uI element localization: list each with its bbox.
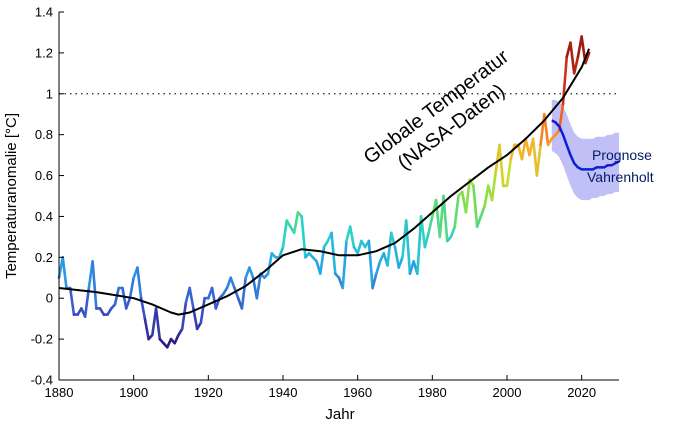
anomaly-segment	[427, 215, 434, 235]
anomaly-segment	[281, 219, 289, 249]
plot-layer	[57, 35, 620, 349]
y-tick-label: -0.4	[31, 373, 53, 388]
anomaly-segment	[61, 256, 68, 290]
anomaly-segment	[423, 231, 430, 249]
anomaly-segment	[397, 256, 404, 269]
anomaly-segment	[248, 266, 255, 280]
x-tick-label: 1880	[45, 385, 74, 400]
anomaly-segment	[68, 286, 76, 316]
anomaly-segment	[348, 225, 356, 249]
anomaly-segment	[180, 301, 188, 331]
anomaly-segment	[386, 231, 393, 267]
anomaly-segment	[300, 215, 307, 259]
anomaly-segment	[505, 157, 513, 188]
anomaly-segment	[229, 276, 236, 290]
anomaly-segment	[375, 260, 382, 275]
anomaly-segment	[535, 143, 542, 177]
anomaly-segment	[483, 184, 490, 208]
x-axis-label: Jahr	[325, 406, 354, 423]
y-tick-label: -0.2	[31, 332, 53, 347]
anomaly-segment	[277, 245, 285, 259]
x-tick-label: 1980	[418, 385, 447, 400]
forecast-label-line2: Vahrenholt	[587, 169, 654, 185]
anomaly-segment	[173, 333, 180, 345]
anomaly-segment	[192, 307, 199, 331]
anomaly-segment	[464, 178, 471, 214]
anomaly-segment	[498, 143, 505, 188]
anomaly-segment	[442, 194, 449, 243]
anomaly-segment	[393, 245, 401, 269]
y-tick-label: 0.6	[35, 168, 53, 183]
x-tick-label: 1940	[269, 385, 298, 400]
y-tick-label: 0.4	[35, 209, 53, 224]
anomaly-segment	[520, 137, 527, 161]
axes: -0.4 -0.2 0 0.2 0.4 0.6 0.8 1 1.2 1.4 1880 1900 1920…	[31, 5, 619, 400]
x-tick-label: 1920	[194, 385, 223, 400]
anomaly-segment	[143, 317, 150, 341]
x-tick-label: 2020	[567, 385, 596, 400]
anomaly-segment	[572, 55, 580, 75]
anomaly-segment	[124, 296, 132, 310]
anomaly-segment	[569, 41, 576, 75]
anomaly-segment	[389, 231, 397, 249]
y-tick-label: 1	[46, 86, 53, 101]
anomaly-segment	[356, 239, 363, 255]
anomaly-segment	[416, 215, 423, 275]
anomaly-segment	[371, 272, 378, 290]
y-tick-label: 0	[46, 291, 53, 306]
forecast-line	[551, 119, 620, 171]
anomaly-segment	[240, 276, 247, 310]
anomaly-segment	[584, 51, 591, 65]
anomaly-segment	[128, 276, 135, 300]
trend-line	[58, 48, 591, 316]
x-tick-label: 1900	[119, 385, 148, 400]
anomaly-segment	[453, 194, 460, 228]
forecast-band	[551, 99, 619, 201]
x-tick-label: 1960	[343, 385, 372, 400]
anomaly-segment	[199, 296, 206, 325]
y-tick-label: 0.8	[35, 127, 53, 142]
y-tick-label: 1.2	[35, 45, 53, 60]
anomaly-segment	[449, 225, 457, 239]
anomaly-segment	[91, 260, 98, 310]
y-axis-label: Temperaturanomalie [°C]	[3, 113, 20, 279]
anomaly-segment	[210, 286, 218, 310]
y-tick-label: 0.2	[35, 250, 53, 265]
anomaly-segment	[475, 215, 483, 228]
anomaly-segment	[490, 170, 498, 202]
chart-annotation: Globale Temperatur (NASA-Daten)	[360, 45, 513, 174]
anomaly-segment	[292, 211, 300, 235]
anomaly-segment	[479, 204, 486, 218]
forecast-label-line1: Prognose	[592, 147, 652, 163]
anomaly-segment	[266, 251, 274, 275]
anomaly-segment	[367, 239, 374, 290]
anomaly-segment	[531, 137, 539, 177]
anomaly-segment	[233, 286, 240, 300]
anomaly-segment	[121, 286, 128, 310]
anomaly-segment	[472, 184, 479, 228]
anomaly-segment	[188, 286, 195, 310]
anomaly-segment	[83, 286, 91, 318]
x-tick-label: 2000	[493, 385, 522, 400]
anomaly-segment	[509, 143, 516, 161]
y-tick-label: 1.4	[35, 5, 53, 20]
anomaly-segment	[165, 337, 173, 349]
anomaly-segment	[255, 272, 262, 300]
anomaly-segment	[154, 307, 162, 341]
anomaly-segment	[341, 239, 348, 290]
anomaly-segment	[404, 219, 412, 275]
anomaly-segment	[136, 266, 143, 300]
